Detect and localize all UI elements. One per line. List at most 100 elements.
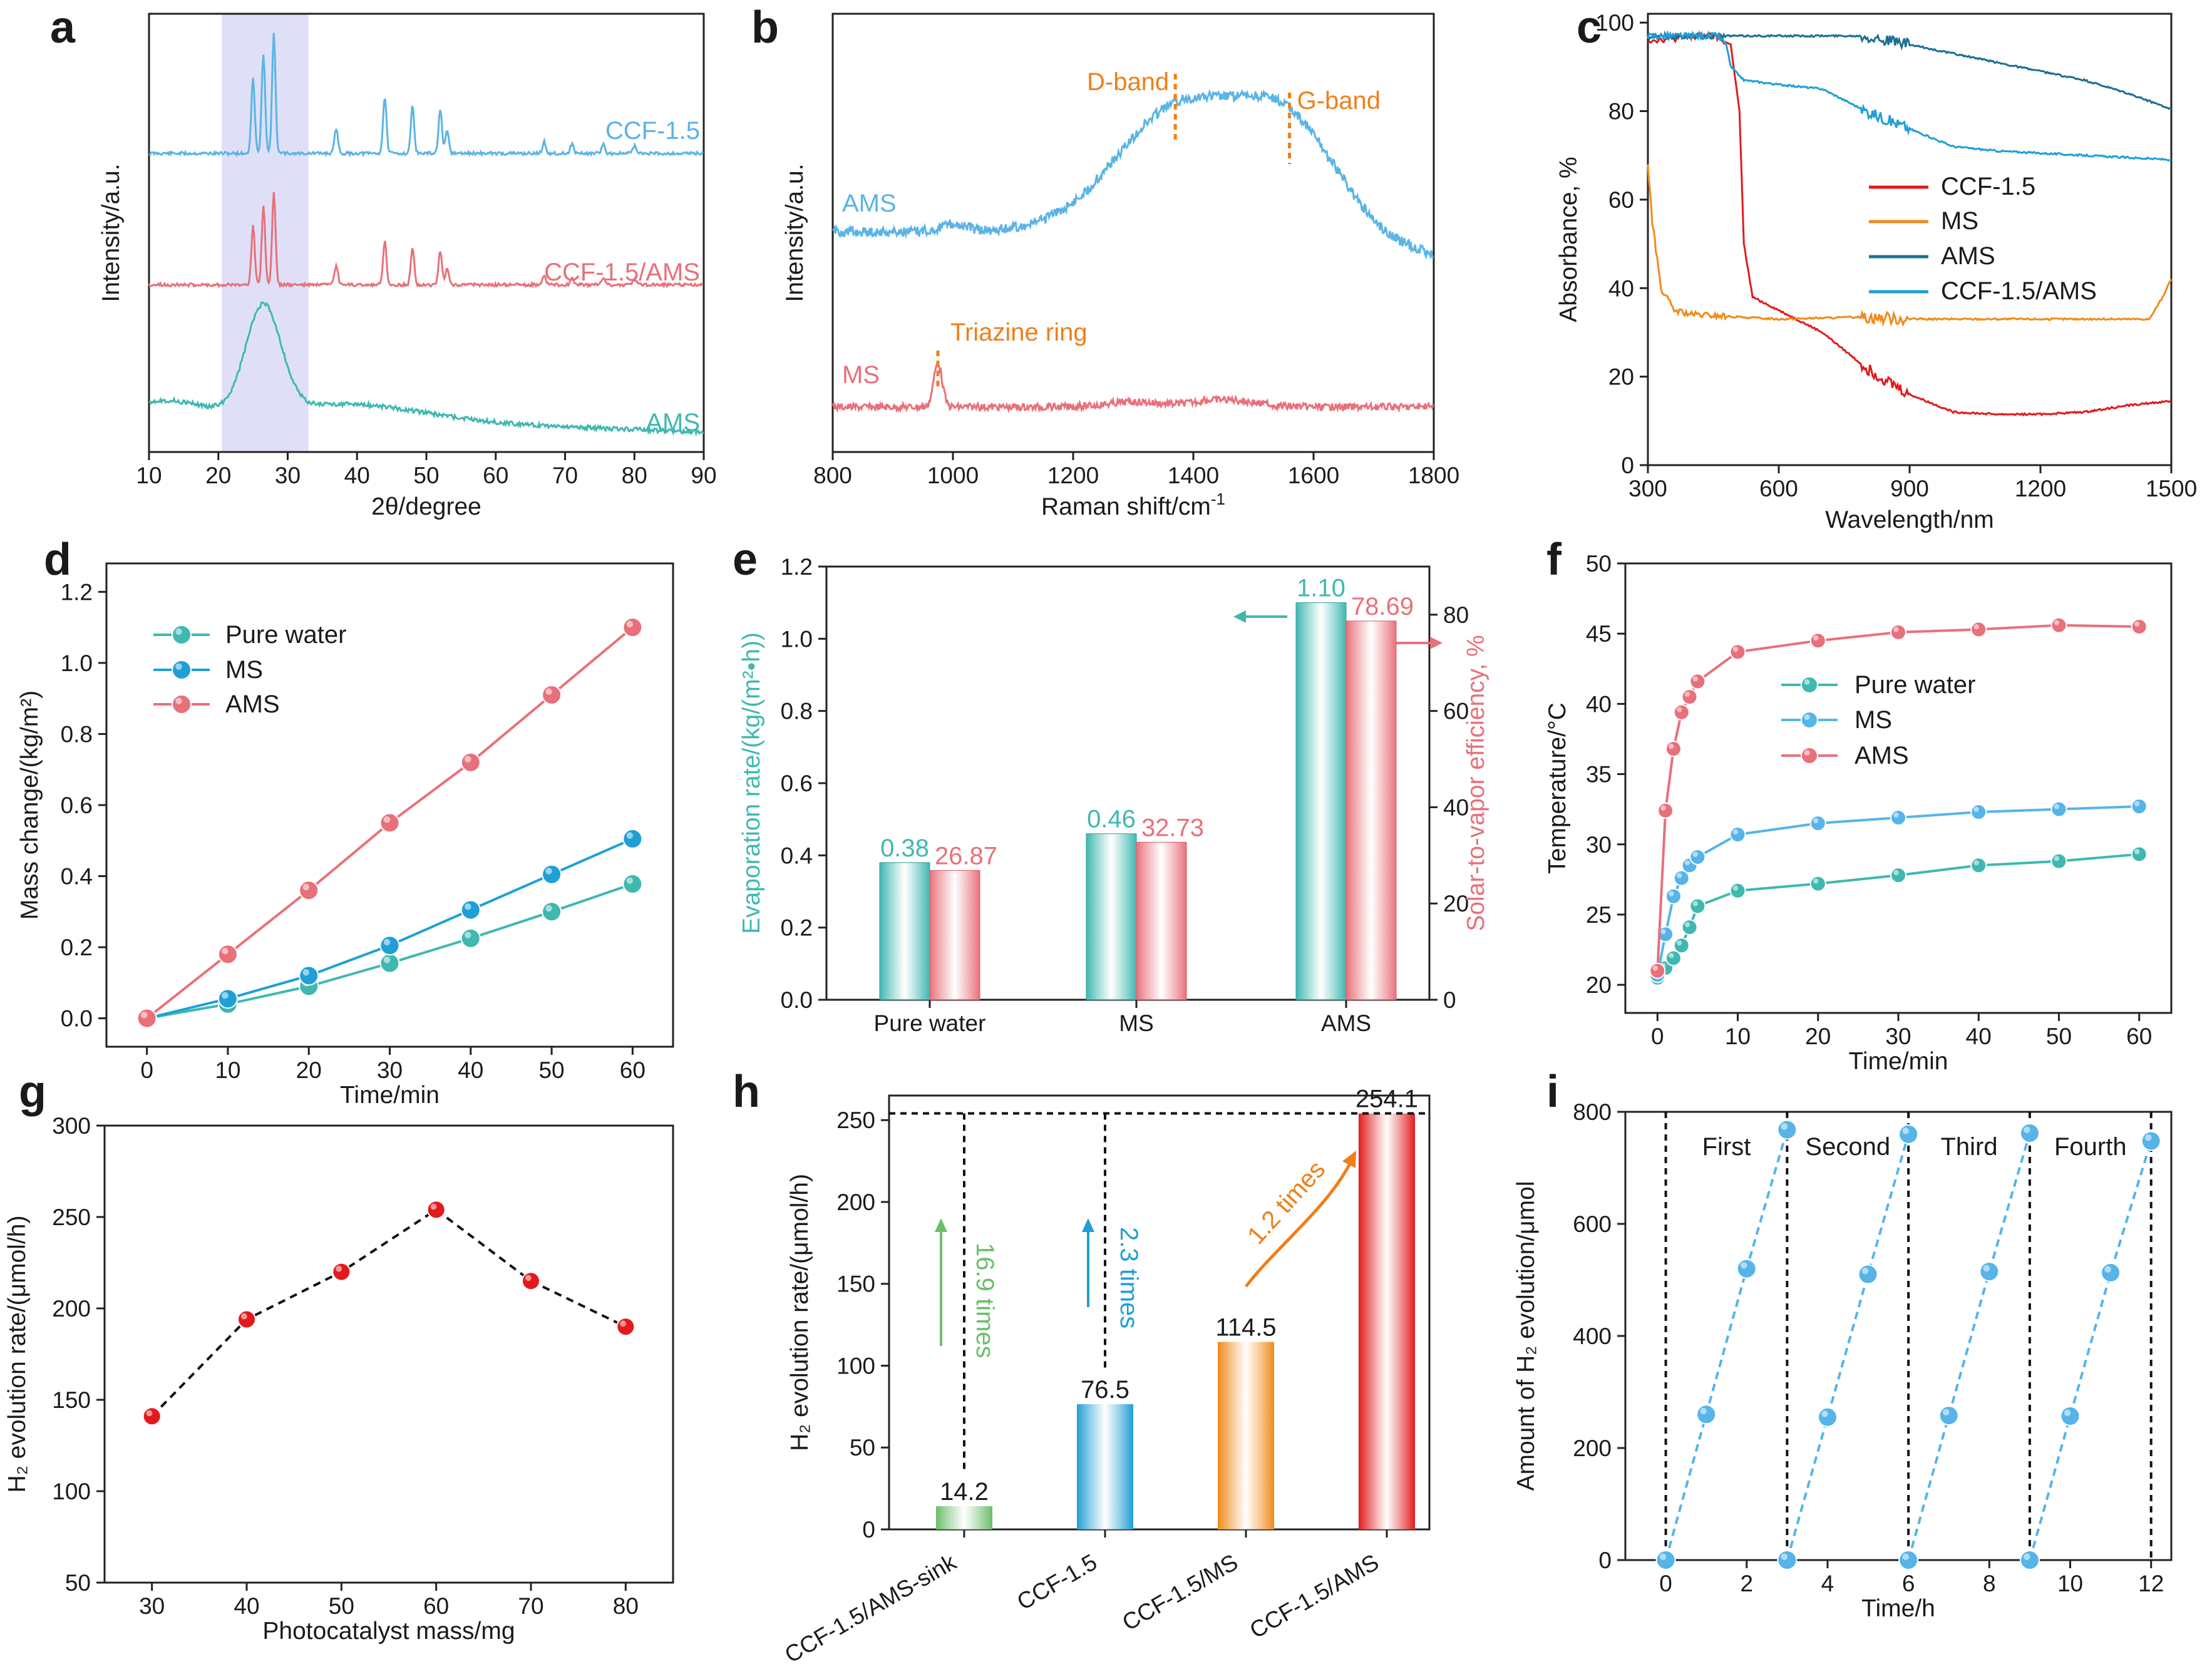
x-tick-label: 10 [2057, 1571, 2083, 1596]
label-ccf15: CCF-1.5 [605, 117, 700, 145]
data-point [1890, 809, 1906, 826]
data-point-highlight [1669, 953, 1674, 958]
legend-label: MS [225, 656, 263, 684]
dashed-connector [151, 1208, 627, 1417]
y-tick-label-right: 60 [1443, 699, 1469, 724]
y-tick-label: 200 [1573, 1435, 1612, 1461]
x-tick-label: 60 [620, 1057, 646, 1083]
data-point-highlight [302, 968, 309, 976]
category-label: CCF-1.5/AMS [1245, 1549, 1383, 1643]
category-label: Pure water [874, 1010, 986, 1036]
x-tick-label: 900 [1890, 476, 1929, 501]
x-tick-label: 20 [1805, 1024, 1831, 1049]
value-label: 14.2 [940, 1478, 989, 1506]
y-tick-label: 800 [1573, 1099, 1612, 1125]
y-tick-label: 0.0 [61, 1006, 93, 1032]
x-tick-label: 90 [691, 463, 716, 488]
data-point [1809, 632, 1826, 649]
panel-a: 10 20 30 40 50 60 70 80 90 2θ/degree Intensity/a.u… [98, 13, 717, 520]
data-point-highlight [1902, 1553, 1909, 1560]
x-tick-label: 40 [458, 1057, 483, 1083]
x-tick-label: 30 [1885, 1024, 1911, 1049]
x-axis-label: Time/min [1849, 1048, 1948, 1075]
data-point-highlight [1983, 1265, 1990, 1272]
y-tick-label: 100 [836, 1353, 875, 1379]
trace-ams-raman [831, 88, 1434, 260]
x-tick-label: 50 [413, 463, 439, 488]
cycle-line [1786, 1134, 1910, 1561]
y-tick-label: 45 [1586, 621, 1612, 647]
plot-frame [1624, 1111, 2173, 1561]
data-point [142, 1407, 162, 1426]
data-point-highlight [626, 620, 634, 628]
data-point [2060, 1405, 2081, 1426]
data-point [1970, 804, 1987, 821]
category-label: AMS [1321, 1010, 1371, 1036]
x-tick-label: 0 [1659, 1571, 1672, 1596]
data-point-highlight [140, 1012, 148, 1019]
data-point-highlight [465, 903, 471, 910]
panel-letter-h: h [733, 1067, 760, 1117]
trace-ams [148, 301, 704, 437]
category-label: MS [1119, 1010, 1154, 1036]
y-tick-label: 0.6 [61, 793, 93, 818]
x-tick-label: 1400 [1168, 463, 1219, 488]
trace-ccf-1-5 [1647, 32, 2172, 417]
data-point [1655, 1550, 1676, 1570]
data-point-highlight [626, 832, 634, 839]
bar-efficiency [929, 870, 980, 1000]
x-axis-label-main: Raman shift/cm [1041, 493, 1211, 520]
y-tick-label: 25 [1586, 902, 1612, 928]
data-point-highlight [1893, 812, 1899, 818]
y-tick-label: 250 [52, 1204, 91, 1230]
x-tick-label: 800 [813, 463, 852, 488]
y-tick-label: 0.4 [781, 843, 813, 868]
y-tick-label: 0.2 [781, 915, 813, 941]
data-point-highlight [545, 688, 552, 696]
x-tick-label: 30 [377, 1057, 403, 1083]
data-point-highlight [1732, 646, 1739, 652]
data-point [2131, 798, 2148, 815]
bar-h2-rate [936, 1506, 992, 1529]
x-axis-label: Wavelength/nm [1825, 506, 1994, 533]
data-point [1696, 1404, 1717, 1425]
y-tick-label: 0.0 [781, 987, 813, 1013]
data-point [379, 813, 400, 833]
legend-marker [172, 694, 192, 714]
data-point-highlight [1669, 891, 1674, 896]
plot-frame [888, 1094, 1431, 1531]
data-point-highlight [1676, 940, 1682, 946]
data-point-highlight [1973, 806, 1979, 813]
y-tick-label: 100 [1595, 10, 1634, 36]
data-point-highlight [222, 947, 229, 955]
annotation-1-2: 1.2 times [1242, 1156, 1330, 1250]
panel-d: 0 10 20 30 40 50 60 0.0 0.2 0.4 0.6 0.8 1.0 1.2 Time/m… [16, 562, 674, 1109]
data-point-highlight [2064, 1409, 2071, 1416]
data-point [1777, 1550, 1798, 1570]
data-point-highlight [1973, 860, 1979, 866]
data-point-highlight [336, 1265, 342, 1272]
series-line-2 [1656, 624, 2139, 971]
data-point-highlight [525, 1275, 532, 1281]
bar-efficiency [1345, 620, 1397, 1000]
legend-label: CCF-1.5 [1941, 173, 2035, 200]
x-tick-label: 10 [215, 1057, 240, 1083]
x-tick-label: 30 [275, 463, 301, 488]
y-tick-label: 0 [1598, 1548, 1612, 1573]
y-tick-label: 200 [52, 1296, 91, 1322]
x-tick-label: 60 [423, 1593, 449, 1619]
data-point-highlight [2134, 801, 2140, 807]
x-tick-label: 1200 [2015, 476, 2066, 501]
data-point [1858, 1264, 1878, 1285]
x-tick-label: 12 [2138, 1571, 2164, 1596]
arrow-2-3-head [1082, 1218, 1094, 1232]
data-point-highlight [2054, 804, 2060, 809]
x-tick-label: 1200 [1047, 463, 1099, 488]
bar-h2-rate [1077, 1404, 1133, 1529]
x-tick-label: 20 [205, 463, 231, 488]
y-tick-label: 0.8 [61, 721, 93, 747]
legend-marker-highlight [1804, 749, 1810, 756]
bar-efficiency [1136, 841, 1187, 1000]
